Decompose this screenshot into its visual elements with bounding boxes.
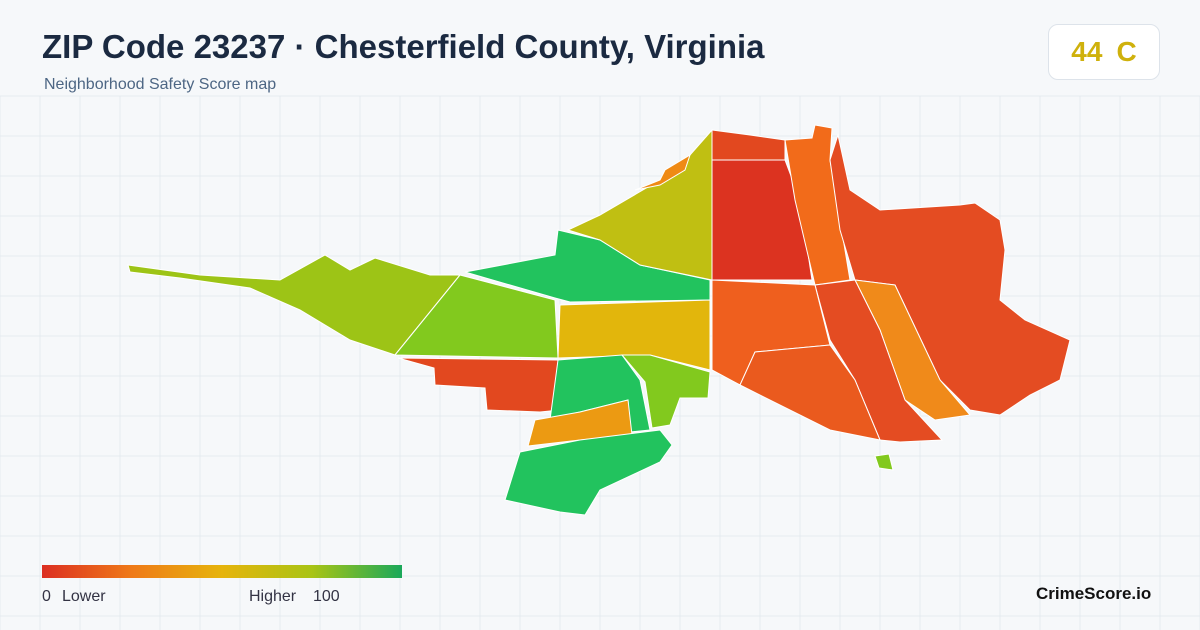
region [393, 274, 559, 359]
legend-min-label: Lower [62, 588, 106, 605]
region [620, 354, 711, 429]
region [874, 453, 894, 471]
legend-gradient [42, 565, 402, 578]
region [814, 279, 944, 443]
legend-max-label: Higher [249, 588, 297, 605]
subtitle: Neighborhood Safety Score map [44, 76, 277, 93]
legend-min: 0 [42, 588, 51, 605]
region [557, 299, 711, 371]
brand: CrimeScore.io [1036, 584, 1152, 603]
score-badge: 44 C [1048, 24, 1160, 80]
title: ZIP Code 23237 · Chesterfield County, Vi… [42, 28, 765, 65]
region [711, 129, 786, 161]
regions [127, 124, 1071, 516]
region [739, 344, 881, 441]
region [634, 153, 691, 191]
region [397, 357, 561, 413]
region [504, 429, 673, 516]
legend-max: 100 [313, 588, 340, 605]
score-grade: C [1116, 36, 1137, 67]
score-value: 44 [1071, 36, 1103, 67]
